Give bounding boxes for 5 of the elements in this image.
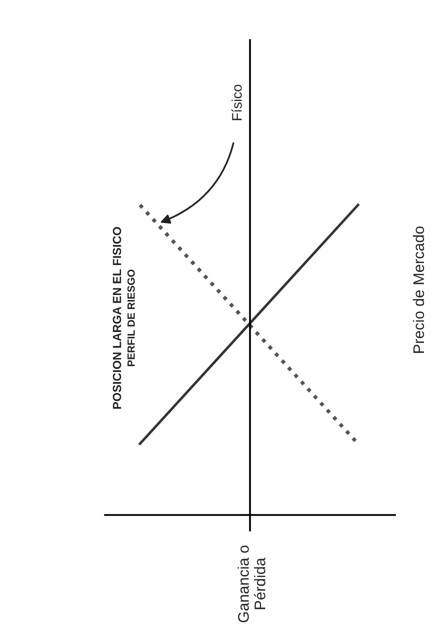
text: Precio de Mercado xyxy=(412,226,424,353)
text: POSICION LARGA EN EL FISICO xyxy=(112,226,122,409)
text: Ganancia o Pérdida xyxy=(238,546,266,622)
text: PERFIL DE RIESGO xyxy=(127,270,135,366)
text: Físico xyxy=(231,84,242,120)
